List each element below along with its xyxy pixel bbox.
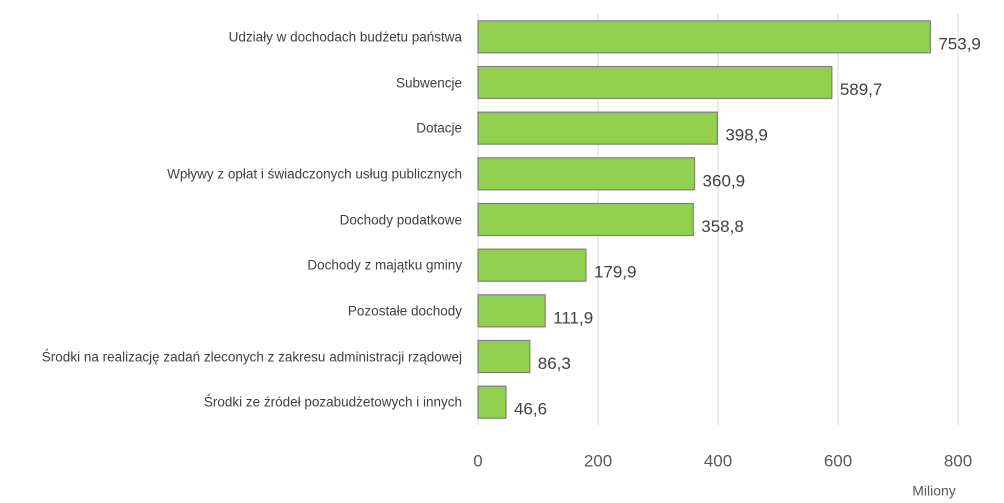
bar <box>477 111 718 145</box>
value-label: 86,3 <box>538 354 571 373</box>
value-label: 398,9 <box>725 126 768 145</box>
value-label: 358,8 <box>701 217 744 236</box>
y-tick-label: Środki na realizację zadań zleconych z z… <box>41 349 462 364</box>
value-label: 179,9 <box>594 263 637 282</box>
y-tick-label: Dotacje <box>416 120 462 136</box>
y-tick-label: Dochody z majątku gminy <box>307 257 462 273</box>
x-tick-label: 400 <box>704 451 732 470</box>
bar <box>477 294 546 328</box>
x-axis-title: Miliony <box>912 483 956 499</box>
y-tick-label: Udziały w dochodach budżetu państwa <box>228 29 462 45</box>
y-tick-label: Środki ze źródeł pozabudżetowych i innyc… <box>203 394 462 410</box>
value-label: 360,9 <box>703 171 746 190</box>
value-label: 46,6 <box>514 400 547 419</box>
y-tick-label: Dochody podatkowe <box>339 212 462 227</box>
bar <box>477 202 694 237</box>
bar <box>477 385 507 419</box>
value-label: 589,7 <box>840 80 883 99</box>
bar <box>477 339 531 374</box>
bar <box>477 248 587 282</box>
value-label: 753,9 <box>938 34 981 53</box>
y-tick-label: Pozostałe dochody <box>347 303 462 319</box>
bar <box>477 20 931 54</box>
x-tick-label: 200 <box>584 451 612 470</box>
value-label: 111,9 <box>553 308 593 327</box>
y-tick-label: Subwencje <box>395 75 462 90</box>
bar <box>477 157 696 191</box>
x-tick-label: 600 <box>824 451 852 470</box>
y-tick-label: Wpływy z opłat i świadczonych usług publ… <box>167 166 462 182</box>
x-tick-label: 800 <box>944 451 972 470</box>
bar <box>477 65 833 100</box>
x-tick-label: 0 <box>473 451 482 470</box>
